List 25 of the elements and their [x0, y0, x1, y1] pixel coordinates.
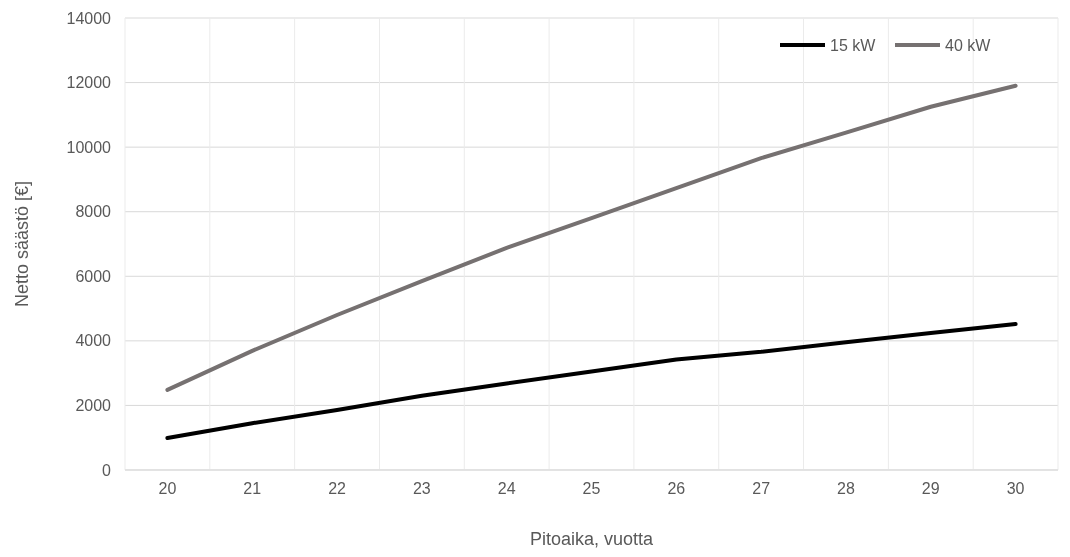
y-tick-label: 4000: [75, 332, 112, 350]
y-tick-label: 10000: [66, 138, 112, 156]
y-tick-label: 14000: [66, 9, 112, 27]
x-tick-label: 27: [752, 480, 771, 497]
x-tick-label: 21: [243, 480, 262, 497]
x-tick-label: 26: [667, 480, 686, 497]
line-series: [165, 322, 1018, 441]
x-tick-label: 30: [1006, 480, 1025, 497]
y-tick-label: 0: [102, 461, 112, 479]
y-tick-label: 8000: [75, 203, 112, 221]
x-tick-label: 24: [497, 480, 516, 497]
x-tick-label: 23: [412, 480, 431, 497]
y-tick-label: 6000: [75, 267, 112, 285]
x-tick-label: 22: [328, 480, 347, 497]
x-axis-title: Pitoaika, vuotta: [529, 529, 655, 549]
x-tick-label: 28: [837, 480, 855, 497]
legend-label: 40 kW: [945, 36, 992, 54]
line-series: [165, 83, 1018, 392]
y-tick-label: 12000: [66, 74, 112, 92]
x-tick-label: 29: [921, 480, 940, 497]
y-tick-label: 2000: [75, 397, 112, 415]
y-axis-title: Netto säästö [€]: [12, 180, 32, 308]
legend-label: 15 kW: [830, 36, 877, 54]
x-tick-label: 20: [158, 480, 177, 497]
x-tick-label: 25: [582, 480, 601, 497]
